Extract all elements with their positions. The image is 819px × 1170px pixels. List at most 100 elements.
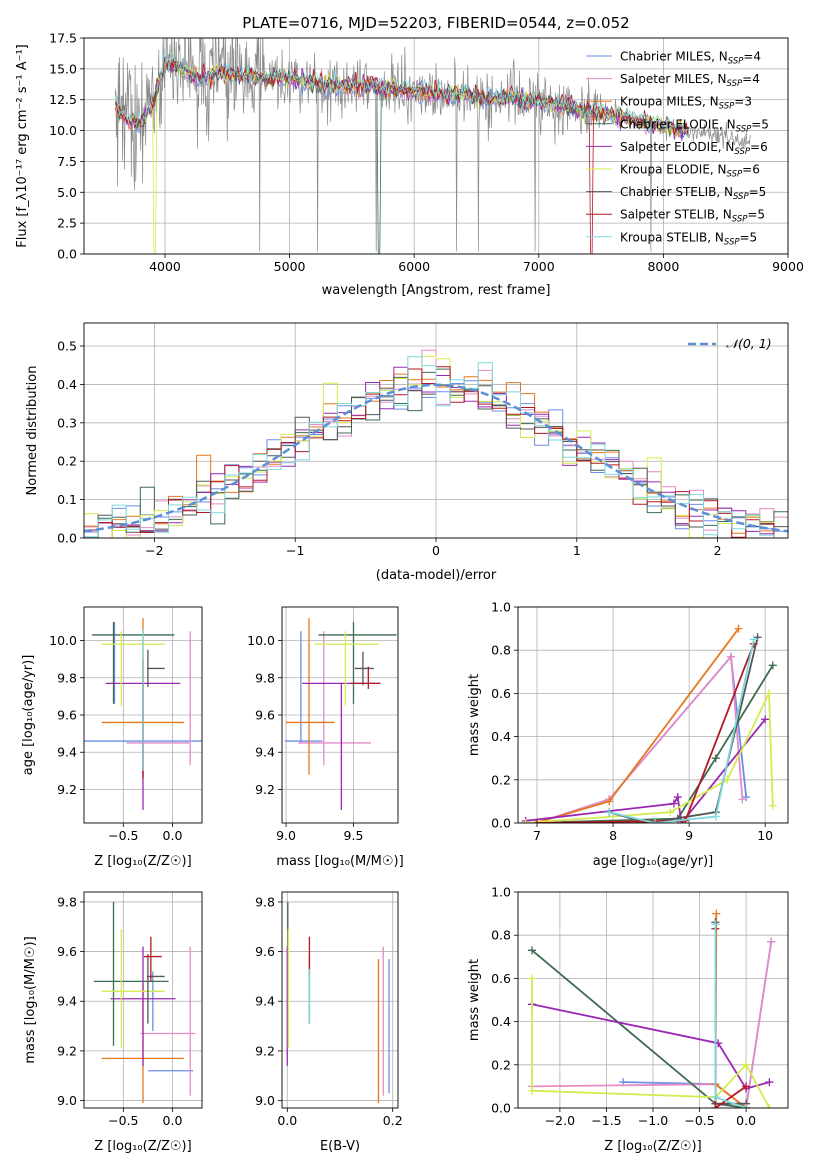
legend-subscript: SSP	[719, 102, 735, 112]
x-axis-label: wavelength [Angstrom, rest frame]	[322, 283, 551, 298]
x-axis-label: mass [log₁₀(M/M☉)]	[276, 854, 403, 869]
x-axis-label: Z [log₁₀(Z/Z☉)]	[94, 1139, 191, 1154]
weight-marker	[673, 793, 682, 802]
x-tick-label: 4000	[149, 259, 181, 274]
weight-line	[535, 628, 740, 823]
legend-count: =4	[743, 50, 761, 64]
weight-marker	[767, 937, 776, 946]
weight-marker	[768, 661, 777, 670]
x-tick-label: 10	[757, 828, 773, 843]
x-tick-label: 7	[533, 828, 541, 843]
legend-name: Kroupa STELIB, N	[620, 230, 724, 244]
legend-subscript: SSP	[734, 147, 750, 157]
grid	[282, 892, 398, 1108]
y-tick-label: 9.8	[255, 670, 275, 685]
weight-marker	[768, 801, 777, 810]
legend-entry: Salpeter STELIB, NSSP=5	[620, 208, 765, 225]
weight-marker	[521, 819, 530, 823]
legend-entry: Kroupa STELIB, NSSP=5	[620, 230, 757, 247]
y-tick-label: 5.0	[57, 185, 77, 200]
normal-curve	[84, 383, 788, 533]
plot-area	[527, 909, 776, 1108]
y-tick-label: 9.4	[255, 745, 275, 760]
y-tick-label: 10.0	[49, 123, 77, 138]
weight-marker	[742, 1060, 751, 1069]
legend-count: =5	[751, 117, 769, 131]
weight-line	[536, 654, 748, 823]
y-tick-label: 0.2	[491, 772, 511, 787]
y-tick-label: 0.8	[491, 643, 511, 658]
weight-line	[525, 664, 774, 823]
model-spectrum-line	[114, 48, 689, 138]
x-tick-label: 5000	[274, 259, 306, 274]
panel-age-vs-mass: 9.0 9.5 9.2 9.4 9.6 9.8 10.0 mass [log₁₀(M/M☉)]	[247, 606, 404, 869]
x-tick-label: 8000	[647, 259, 679, 274]
weight-marker	[650, 819, 659, 823]
y-tick-label: 1.0	[491, 600, 511, 615]
legend-count: =6	[742, 163, 760, 177]
weight-line	[714, 913, 747, 1108]
legend-name: Kroupa MILES, N	[620, 95, 719, 109]
y-tick-label: 9.6	[57, 708, 77, 723]
plot-area	[286, 901, 390, 1104]
legend-name: Chabrier MILES, N	[620, 50, 728, 64]
x-axis-label: age [log₁₀(age/yr)]	[593, 854, 714, 869]
weight-line	[609, 636, 759, 823]
axes-frame	[83, 606, 203, 824]
y-tick-label: 0.1	[57, 492, 77, 507]
y-tick-label: 9.8	[57, 894, 77, 909]
x-tick-label: 8	[609, 828, 617, 843]
y-tick-label: 0.4	[491, 1014, 511, 1029]
legend-subscript: SSP	[724, 237, 740, 247]
y-tick-label: 0.0	[491, 1101, 511, 1116]
weight-marker	[527, 946, 536, 955]
legend-name: Chabrier STELIB, N	[620, 185, 733, 199]
y-tick-label: 9.0	[255, 1093, 275, 1108]
legend-entry: Kroupa MILES, NSSP=3	[620, 95, 752, 112]
axes-frame	[517, 891, 789, 1109]
y-axis-label: age [log₁₀(age/yr)]	[21, 655, 36, 776]
y-tick-label: 2.5	[57, 216, 77, 231]
legend-subscript: SSP	[736, 124, 752, 134]
plot-area	[114, 38, 751, 254]
weight-marker	[605, 797, 614, 806]
legend-entry: Chabrier STELIB, NSSP=5	[620, 185, 766, 202]
panel-residuals: −2 −1 0 1 2 0.0 0.1 0.2 0.3 0.4 0.5 𝒩(0, 1) (data-mo…	[25, 322, 789, 583]
weight-line	[531, 978, 771, 1108]
x-tick-label: 2	[714, 543, 722, 558]
y-tick-label: 9.2	[255, 1043, 275, 1058]
weight-marker	[726, 652, 735, 661]
y-axis-label: mass weight	[467, 959, 482, 1041]
y-tick-label: 0.4	[57, 377, 77, 392]
x-tick-label: −0.5	[108, 1113, 138, 1128]
legend-name: Chabrier ELODIE, N	[620, 117, 736, 131]
panel-mass-vs-ebv: 0.0 0.2 9.0 9.2 9.4 9.6 9.8 E(B-V)	[255, 891, 403, 1154]
legend-name: Salpeter ELODIE, N	[620, 140, 734, 154]
weight-marker	[711, 754, 720, 763]
legend-subscript: SSP	[727, 79, 743, 89]
legend-count: =5	[747, 208, 765, 222]
y-tick-label: 9.6	[255, 708, 275, 723]
x-tick-label: −1.0	[638, 1113, 668, 1128]
y-tick-label: 9.2	[57, 782, 77, 797]
legend-subscript: SSP	[728, 57, 744, 67]
y-axis-label: mass [log₁₀(M/M☉)]	[23, 936, 38, 1063]
y-tick-label: 9.4	[57, 745, 77, 760]
y-tick-label: 17.5	[49, 31, 77, 46]
legend-subscript: SSP	[727, 170, 743, 180]
x-tick-label: 0.0	[277, 1113, 297, 1128]
legend-entry: Salpeter MILES, NSSP=4	[620, 72, 760, 89]
weight-marker	[712, 909, 721, 918]
weight-marker	[711, 1093, 720, 1102]
y-tick-label: 0.5	[57, 339, 77, 354]
panel-weight-vs-z: −2.0 −1.5 −1.0 −0.5 0.0 0.0 0.2 0.4 0.6 0.8 1.0 Z […	[467, 885, 789, 1154]
weight-marker	[605, 808, 614, 817]
y-axis-label: mass weight	[467, 674, 482, 756]
x-axis-label: (data-model)/error	[376, 568, 497, 583]
x-tick-label: 9	[685, 828, 693, 843]
weight-marker	[711, 920, 720, 929]
legend-count: =3	[734, 95, 752, 109]
weight-marker	[742, 1082, 751, 1091]
legend-count: =6	[750, 140, 768, 154]
weight-line	[609, 639, 755, 823]
